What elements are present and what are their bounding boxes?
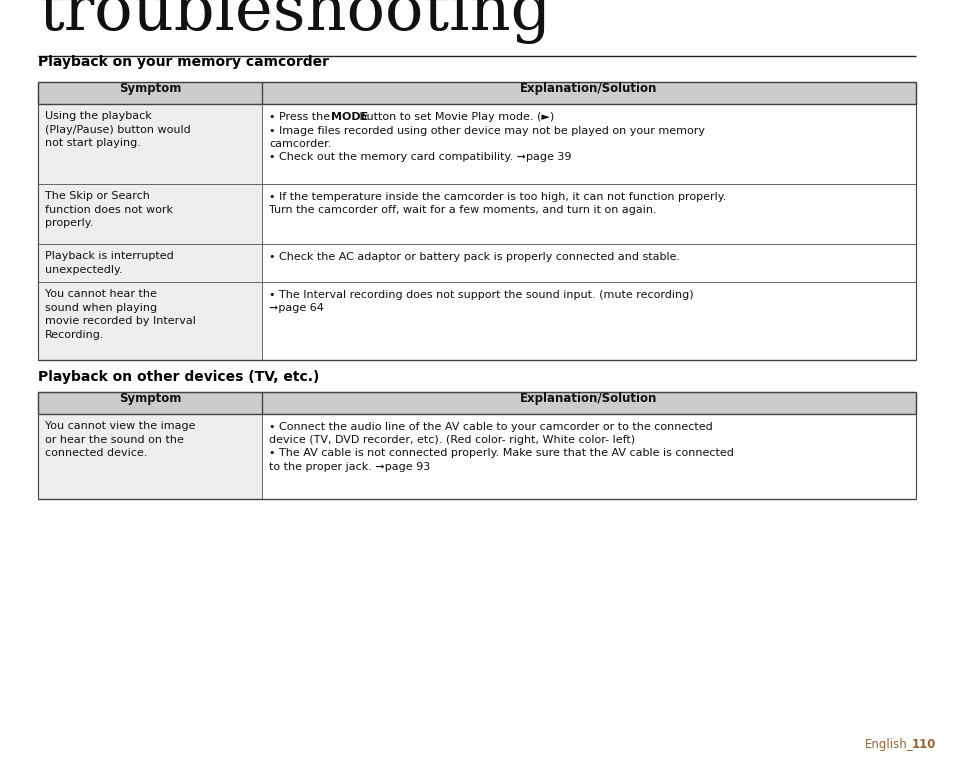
Bar xyxy=(38,104,262,184)
Text: Playback is interrupted
unexpectedly.: Playback is interrupted unexpectedly. xyxy=(45,251,173,274)
Bar xyxy=(262,282,915,360)
Text: button to set Movie Play mode. (►): button to set Movie Play mode. (►) xyxy=(355,112,554,122)
Bar xyxy=(262,184,915,244)
Text: • Check the AC adaptor or battery pack is properly connected and stable.: • Check the AC adaptor or battery pack i… xyxy=(269,252,679,262)
Bar xyxy=(38,392,915,414)
Text: • Check out the memory card compatibility. ➞page 39: • Check out the memory card compatibilit… xyxy=(269,152,571,162)
Text: • The Interval recording does not support the sound input. (mute recording)
➞pag: • The Interval recording does not suppor… xyxy=(269,290,693,313)
Text: Explanation/Solution: Explanation/Solution xyxy=(519,82,657,95)
Text: You cannot view the image
or hear the sound on the
connected device.: You cannot view the image or hear the so… xyxy=(45,421,195,458)
Bar xyxy=(262,414,915,499)
Text: MODE: MODE xyxy=(331,112,368,122)
Text: Explanation/Solution: Explanation/Solution xyxy=(519,392,657,405)
Text: troubleshooting: troubleshooting xyxy=(38,0,551,44)
Bar xyxy=(38,282,262,360)
Text: • Image files recorded using other device may not be played on your memory
camco: • Image files recorded using other devic… xyxy=(269,126,704,149)
Text: English_: English_ xyxy=(864,738,913,751)
Text: • Connect the audio line of the AV cable to your camcorder or to the connected
d: • Connect the audio line of the AV cable… xyxy=(269,422,712,445)
Bar xyxy=(262,104,915,184)
Text: You cannot hear the
sound when playing
movie recorded by Interval
Recording.: You cannot hear the sound when playing m… xyxy=(45,289,195,340)
Text: Playback on your memory camcorder: Playback on your memory camcorder xyxy=(38,55,329,69)
Bar xyxy=(38,244,262,282)
Bar xyxy=(38,82,915,104)
Text: • Press the: • Press the xyxy=(269,112,334,122)
Text: • If the temperature inside the camcorder is too high, it can not function prope: • If the temperature inside the camcorde… xyxy=(269,192,725,215)
Text: Symptom: Symptom xyxy=(119,82,181,95)
Text: Symptom: Symptom xyxy=(119,392,181,405)
Text: The Skip or Search
function does not work
properly.: The Skip or Search function does not wor… xyxy=(45,191,172,228)
Text: Playback on other devices (TV, etc.): Playback on other devices (TV, etc.) xyxy=(38,370,319,384)
Text: 110: 110 xyxy=(911,738,935,751)
Text: • The AV cable is not connected properly. Make sure that the AV cable is connect: • The AV cable is not connected properly… xyxy=(269,448,733,472)
Bar xyxy=(38,414,262,499)
Bar xyxy=(262,244,915,282)
Text: Using the playback
(Play/Pause) button would
not start playing.: Using the playback (Play/Pause) button w… xyxy=(45,111,191,148)
Bar xyxy=(38,184,262,244)
